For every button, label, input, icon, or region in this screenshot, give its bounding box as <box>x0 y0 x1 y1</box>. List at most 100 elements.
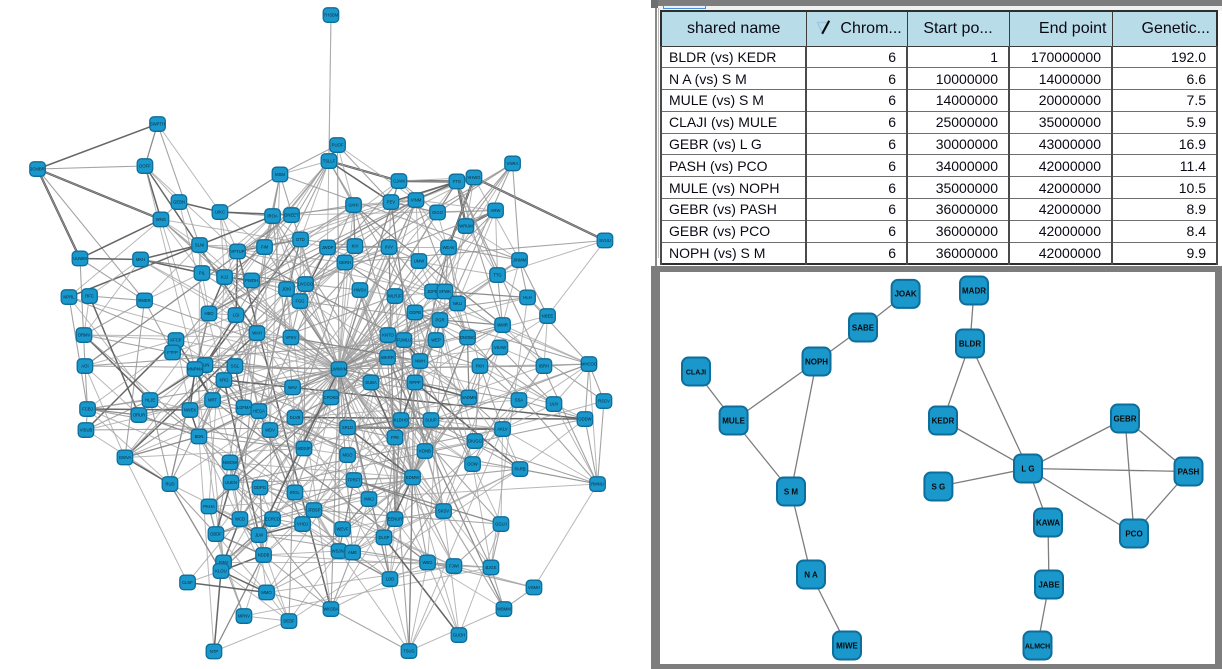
svg-text:WEP: WEP <box>431 338 441 343</box>
svg-text:OOW: OOW <box>467 462 478 467</box>
svg-text:RMER: RMER <box>138 298 150 303</box>
svg-text:WAV: WAV <box>288 385 297 390</box>
svg-text:BDN: BDN <box>195 434 204 439</box>
svg-text:CPOKD: CPOKD <box>324 395 339 400</box>
svg-text:WCD: WCD <box>235 517 245 522</box>
svg-text:RSGV: RSGV <box>598 399 610 404</box>
svg-text:VSMH: VSMH <box>528 585 540 590</box>
svg-text:DLSP: DLSP <box>379 535 390 540</box>
svg-text:NKLI: NKLI <box>453 301 462 306</box>
svg-text:HEGA: HEGA <box>253 409 265 414</box>
svg-text:PUOF: PUOF <box>332 143 344 148</box>
svg-text:NPRL: NPRL <box>63 295 75 300</box>
svg-text:SKSV: SKSV <box>438 509 449 514</box>
svg-text:PASH: PASH <box>1178 467 1200 476</box>
svg-text:UAHI: UAHI <box>348 203 358 208</box>
svg-text:EDMW: EDMW <box>406 475 419 480</box>
svg-text:HLH: HLH <box>523 295 531 300</box>
svg-text:IMKJ: IMKJ <box>364 497 374 502</box>
svg-text:VHOJ: VHOJ <box>297 522 308 527</box>
svg-text:WDV: WDV <box>265 428 275 433</box>
svg-text:DEBF: DEBF <box>283 619 295 624</box>
svg-text:VISUB: VISUB <box>80 428 93 433</box>
svg-text:MDSIP: MDSIP <box>297 446 310 451</box>
svg-text:FJWI: FJWI <box>449 564 459 569</box>
svg-text:ALMCH: ALMCH <box>1025 643 1050 650</box>
svg-text:MRT: MRT <box>208 398 217 403</box>
svg-text:JABE: JABE <box>1038 580 1060 589</box>
svg-text:MHCOO: MHCOO <box>581 362 598 367</box>
svg-text:GGUJ: GGUJ <box>495 522 507 527</box>
svg-text:JDPE: JDPE <box>427 289 438 294</box>
svg-text:FUMLU: FUMLU <box>397 338 411 343</box>
svg-text:DTD: DTD <box>296 237 305 242</box>
svg-text:VHWG: VHWG <box>467 175 480 180</box>
svg-text:GEBN: GEBN <box>173 200 185 205</box>
svg-text:KIV: KIV <box>352 244 359 249</box>
svg-text:GUOH: GUOH <box>453 633 466 638</box>
svg-text:NOPH: NOPH <box>805 357 828 366</box>
svg-text:PWDH: PWDH <box>245 278 258 283</box>
svg-text:PCO: PCO <box>1125 529 1142 538</box>
svg-text:AKLV: AKLV <box>497 427 508 432</box>
svg-text:VADMN: VADMN <box>462 395 477 400</box>
svg-text:WKSBA: WKSBA <box>323 607 338 612</box>
svg-text:VKAW: VKAW <box>494 345 506 350</box>
svg-text:UIKC: UIKC <box>215 210 225 215</box>
svg-text:MSM: MSM <box>275 172 285 177</box>
svg-text:PIL: PIL <box>199 271 206 276</box>
svg-text:MULE: MULE <box>722 416 745 425</box>
svg-text:FGG: FGG <box>295 299 304 304</box>
svg-text:GERH: GERH <box>339 260 351 265</box>
svg-text:AOI: AOI <box>81 364 88 369</box>
svg-text:HLJE: HLJE <box>145 398 155 403</box>
svg-text:FTFP: FTFP <box>167 350 178 355</box>
svg-text:PGR: PGR <box>435 318 444 323</box>
svg-text:SSA: SSA <box>515 398 524 403</box>
svg-text:SUUP: SUUP <box>425 418 437 423</box>
svg-text:SABE: SABE <box>852 323 875 332</box>
svg-text:MMO: MMO <box>261 590 272 595</box>
svg-text:NWEK: NWEK <box>184 408 197 413</box>
svg-text:KRG: KRG <box>219 378 228 383</box>
svg-text:N A: N A <box>804 570 818 579</box>
svg-text:KNTO: KNTO <box>382 333 394 338</box>
svg-text:MNPMA: MNPMA <box>187 367 203 372</box>
svg-text:TSLLF: TSLLF <box>323 159 336 164</box>
svg-text:WEAV: WEAV <box>442 245 454 250</box>
svg-text:LGI: LGI <box>233 313 240 318</box>
svg-text:DOFF: DOFF <box>139 164 151 169</box>
svg-text:PKHA: PKHA <box>203 504 215 509</box>
svg-text:KFCP: KFCP <box>170 338 181 343</box>
svg-text:MPNV: MPNV <box>238 614 250 619</box>
svg-text:LOD: LOD <box>386 577 395 582</box>
svg-text:JFBSP: JFBSP <box>307 508 320 513</box>
svg-text:FPE: FPE <box>391 435 399 440</box>
svg-text:PEV: PEV <box>387 200 396 205</box>
svg-text:VINM: VINM <box>411 198 422 203</box>
svg-text:DIUGG: DIUGG <box>468 439 482 444</box>
svg-text:MKH: MKH <box>136 257 145 262</box>
svg-text:SUBA: SUBA <box>365 380 377 385</box>
svg-text:RUD: RUD <box>165 482 174 487</box>
svg-text:L G: L G <box>1021 464 1034 473</box>
svg-text:NTP: NTP <box>210 649 219 654</box>
svg-text:KLOU: KLOU <box>215 569 226 574</box>
svg-text:UMW: UMW <box>414 259 425 264</box>
svg-text:HWSV: HWSV <box>354 288 367 293</box>
svg-text:WMR: WMR <box>497 323 507 328</box>
svg-text:ODDW: ODDW <box>578 417 591 422</box>
svg-text:IBRH: IBRH <box>539 364 549 369</box>
svg-text:NBEE: NBEE <box>542 314 554 319</box>
svg-text:VFKV: VFKV <box>286 335 297 340</box>
svg-text:WRUM: WRUM <box>459 224 473 229</box>
svg-text:DNOBC: DNOBC <box>460 335 475 340</box>
svg-text:KAWA: KAWA <box>1036 518 1060 527</box>
svg-text:ODPB: ODPB <box>409 310 421 315</box>
svg-text:JOKI: JOKI <box>282 287 291 292</box>
svg-text:GWVA: GWVA <box>119 455 132 460</box>
svg-text:SRLD: SRLD <box>342 425 353 430</box>
svg-text:KDNB: KDNB <box>419 449 431 454</box>
svg-text:IRGL: IRGL <box>290 490 300 495</box>
svg-text:VPTUP: VPTUP <box>231 249 245 254</box>
